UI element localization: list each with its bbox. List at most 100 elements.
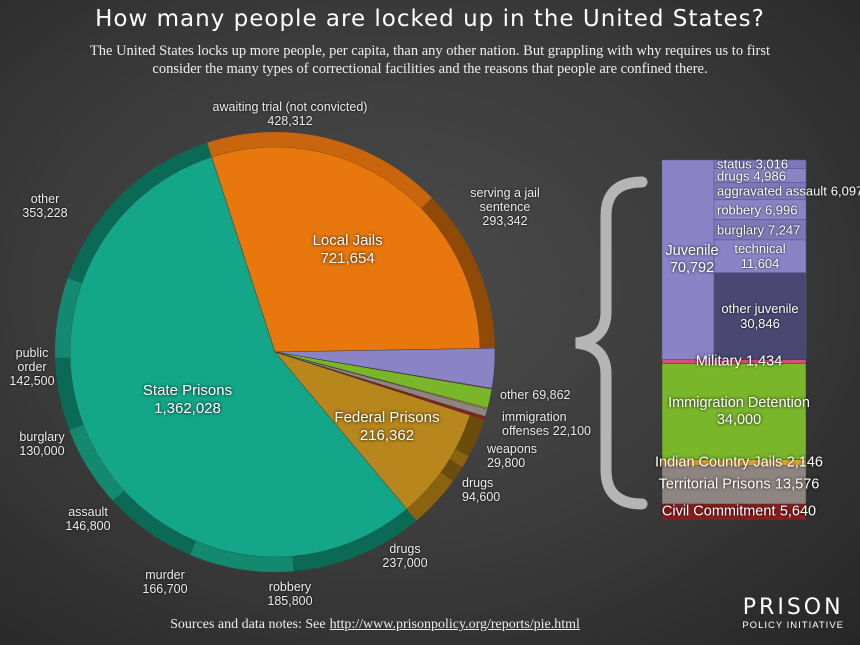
label-value: 216,362 xyxy=(359,427,415,445)
label-value: 130,000 xyxy=(19,444,65,458)
label-name: Military xyxy=(695,353,742,370)
label: murder 166,700 xyxy=(120,568,210,596)
label-name: robbery xyxy=(717,202,762,218)
pie-part xyxy=(292,509,417,572)
logo: PRISON POLICY INITIATIVE xyxy=(742,595,844,632)
label-value: 353,228 xyxy=(22,206,68,220)
pie-part xyxy=(406,472,454,521)
label: awaiting trial (not convicted) 428,312 xyxy=(180,100,400,128)
chart-title: How many people are locked up in the Uni… xyxy=(95,6,765,32)
label: other 353,228 xyxy=(5,192,85,220)
label: Immigration Detention 34,000 xyxy=(639,395,839,429)
label-name: State Prisons xyxy=(142,382,233,400)
label-name: Immigration Detention xyxy=(668,394,810,411)
pie-part xyxy=(67,142,212,284)
panel-block xyxy=(661,503,807,521)
label-name: other juvenile xyxy=(721,301,799,317)
label-value: 7,247 xyxy=(767,222,801,238)
pie-part xyxy=(455,415,485,457)
label: other 69,862 xyxy=(500,388,600,402)
label-value: 428,312 xyxy=(267,114,313,128)
label-value: 69,862 xyxy=(532,388,571,402)
label-name: serving a jail sentence xyxy=(470,186,540,214)
label: robbery 185,800 xyxy=(245,580,335,608)
label-name: assault xyxy=(68,505,108,519)
label-name: burglary xyxy=(19,430,65,444)
label: robbery 6,996 xyxy=(717,202,857,217)
label-value: 30,846 xyxy=(740,316,780,332)
label: technical 11,604 xyxy=(715,241,805,271)
label-value: 22,100 xyxy=(552,424,592,438)
label-value: 6,996 xyxy=(764,202,798,218)
label-value: 2,146 xyxy=(786,454,823,471)
footer-link[interactable]: http://www.prisonpolicy.org/reports/pie.… xyxy=(329,617,580,632)
panel-block xyxy=(661,159,715,360)
label-value: 185,800 xyxy=(267,594,313,608)
label-value: 142,500 xyxy=(9,374,55,388)
label-value: 237,000 xyxy=(382,556,428,570)
label-value: 1,362,028 xyxy=(154,400,221,418)
label-name: burglary xyxy=(717,222,764,238)
label: other juvenile 30,846 xyxy=(715,301,805,331)
label-name: other xyxy=(30,192,60,206)
panel-block xyxy=(661,363,807,460)
label-name: Territorial Prisons xyxy=(658,476,771,493)
pie-slice xyxy=(69,156,407,558)
panel-part xyxy=(713,239,807,274)
pie-part xyxy=(421,197,495,349)
brace xyxy=(575,176,648,510)
label-value: 721,654 xyxy=(320,250,375,268)
label: burglary 7,247 xyxy=(717,222,857,237)
label: drugs 94,600 xyxy=(462,476,522,504)
label-name: technical xyxy=(734,241,786,257)
label-name: other xyxy=(500,388,529,402)
label-name: Indian Country Jails xyxy=(655,454,783,471)
label-name: Juvenile xyxy=(665,242,719,259)
pie-part xyxy=(69,424,125,501)
label: Military 1,434 xyxy=(639,353,839,370)
pie-part xyxy=(440,459,463,482)
label: immigration offenses 22,100 xyxy=(502,410,602,438)
label: Federal Prisons 216,362 xyxy=(317,409,457,445)
label-value: 13,576 xyxy=(774,476,820,493)
pie-part xyxy=(207,131,432,209)
label: status 3,016 xyxy=(717,157,857,172)
label-value: 293,342 xyxy=(482,214,528,228)
label: Territorial Prisons 13,576 xyxy=(639,476,839,493)
label-value: 5,640 xyxy=(779,503,817,520)
logo-tagline: POLICY INITIATIVE xyxy=(742,620,844,631)
label-name: weapons xyxy=(487,442,538,456)
label: State Prisons 1,362,028 xyxy=(118,382,258,418)
logo-name: PRISON xyxy=(742,595,844,620)
label-value: 6,097 xyxy=(830,183,860,199)
label-name: status xyxy=(717,156,752,172)
label-value: 3,016 xyxy=(755,156,789,172)
label-value: 34,000 xyxy=(716,411,762,428)
chart-subtitle: The United States locks up more people, … xyxy=(89,43,771,77)
label-value: 11,604 xyxy=(740,256,780,272)
label-name: drugs xyxy=(389,542,421,556)
label: aggravated assault 6,097 xyxy=(717,183,860,199)
label-name: drugs xyxy=(717,168,750,184)
label: Indian Country Jails 2,146 xyxy=(639,454,839,471)
label-name: drugs xyxy=(462,476,494,490)
pie-slice xyxy=(211,146,481,353)
pie-part xyxy=(55,278,82,358)
pie-part xyxy=(190,541,294,572)
label: drugs 237,000 xyxy=(360,542,450,570)
label-name: immigration offenses xyxy=(502,410,567,438)
pie-part xyxy=(449,449,469,468)
label-value: 166,700 xyxy=(142,582,188,596)
label-value: 94,600 xyxy=(462,490,501,504)
footer-text: Sources and data notes: See xyxy=(170,617,326,632)
label-value: 70,792 xyxy=(669,259,715,276)
pie-part xyxy=(112,490,196,555)
footer: Sources and data notes: See http://www.pr… xyxy=(0,617,750,633)
label: assault 146,800 xyxy=(43,505,133,533)
label-name: robbery xyxy=(268,580,312,594)
panel-part xyxy=(713,272,807,361)
label-name: public order xyxy=(15,346,49,374)
label-name: aggravated assault xyxy=(717,183,827,199)
label: burglary 130,000 xyxy=(0,430,87,458)
